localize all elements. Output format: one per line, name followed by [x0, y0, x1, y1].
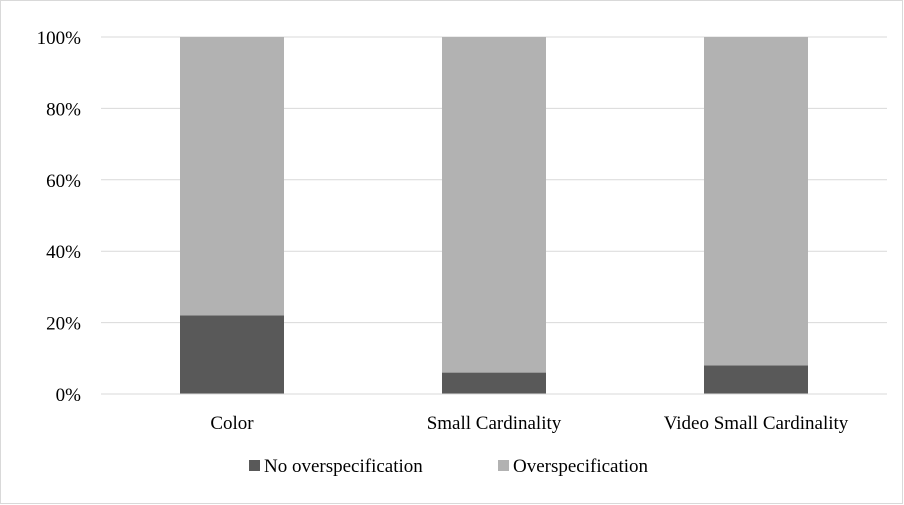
- x-axis-categories: Color Small Cardinality Video Small Cardin…: [210, 413, 848, 434]
- bars: [180, 37, 808, 394]
- y-tick-label-40: 40%: [46, 242, 81, 263]
- x-category-label-0: Color: [210, 413, 254, 434]
- bar-no-overspecification-1: [442, 372, 546, 394]
- y-tick-label-80: 80%: [46, 99, 81, 120]
- y-axis-ticks: 0% 20% 40% 60% 80% 100%: [37, 28, 82, 406]
- legend-label-0: No overspecification: [264, 456, 423, 477]
- x-category-label-1: Small Cardinality: [427, 413, 562, 434]
- y-tick-label-20: 20%: [46, 314, 81, 335]
- legend: No overspecification Overspecification: [249, 456, 649, 477]
- legend-swatch-0: [249, 460, 260, 471]
- legend-label-1: Overspecification: [513, 456, 649, 477]
- y-tick-label-0: 0%: [56, 385, 82, 406]
- legend-swatch-1: [498, 460, 509, 471]
- bar-no-overspecification-2: [704, 365, 808, 394]
- bar-no-overspecification-0: [180, 315, 284, 394]
- x-category-label-2: Video Small Cardinality: [664, 413, 849, 434]
- y-tick-label-100: 100%: [37, 28, 82, 49]
- bar-overspecification-2: [704, 37, 808, 366]
- y-tick-label-60: 60%: [46, 171, 81, 192]
- bar-overspecification-0: [180, 37, 284, 316]
- bar-overspecification-1: [442, 37, 546, 373]
